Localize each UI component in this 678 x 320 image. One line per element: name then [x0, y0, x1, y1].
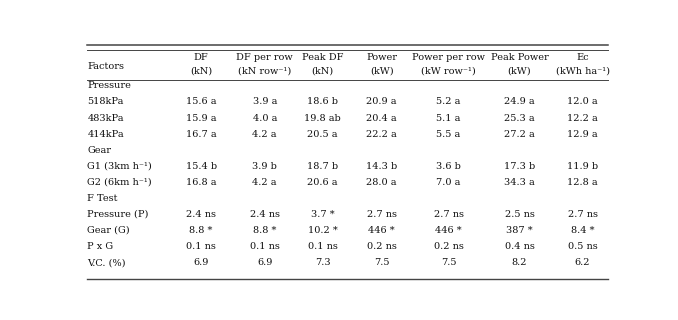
- Text: 19.8 ab: 19.8 ab: [304, 114, 341, 123]
- Text: 0.5 ns: 0.5 ns: [567, 242, 597, 251]
- Text: (kN row⁻¹): (kN row⁻¹): [238, 67, 292, 76]
- Text: Pressure (P): Pressure (P): [87, 210, 148, 219]
- Text: (kW): (kW): [508, 67, 532, 76]
- Text: 8.4 *: 8.4 *: [571, 226, 595, 235]
- Text: V.C. (%): V.C. (%): [87, 258, 126, 267]
- Text: 0.1 ns: 0.1 ns: [308, 242, 338, 251]
- Text: 2.4 ns: 2.4 ns: [250, 210, 280, 219]
- Text: Power per row: Power per row: [412, 52, 485, 61]
- Text: 446 *: 446 *: [368, 226, 395, 235]
- Text: 12.8 a: 12.8 a: [567, 178, 598, 187]
- Text: (kWh ha⁻¹): (kWh ha⁻¹): [555, 67, 610, 76]
- Text: 6.9: 6.9: [257, 258, 273, 267]
- Text: F Test: F Test: [87, 194, 118, 203]
- Text: 0.2 ns: 0.2 ns: [434, 242, 464, 251]
- Text: 20.4 a: 20.4 a: [366, 114, 397, 123]
- Text: 15.4 b: 15.4 b: [186, 162, 217, 171]
- Text: 22.2 a: 22.2 a: [366, 130, 397, 139]
- Text: 20.5 a: 20.5 a: [307, 130, 338, 139]
- Text: 387 *: 387 *: [506, 226, 533, 235]
- Text: 4.2 a: 4.2 a: [252, 178, 277, 187]
- Text: 28.0 a: 28.0 a: [366, 178, 397, 187]
- Text: (kW row⁻¹): (kW row⁻¹): [421, 67, 476, 76]
- Text: 7.5: 7.5: [374, 258, 389, 267]
- Text: 18.7 b: 18.7 b: [307, 162, 338, 171]
- Text: 2.7 ns: 2.7 ns: [367, 210, 397, 219]
- Text: 16.7 a: 16.7 a: [186, 130, 216, 139]
- Text: Power: Power: [366, 52, 397, 61]
- Text: 12.0 a: 12.0 a: [567, 98, 598, 107]
- Text: 2.7 ns: 2.7 ns: [434, 210, 464, 219]
- Text: Ec: Ec: [576, 52, 589, 61]
- Text: 0.1 ns: 0.1 ns: [250, 242, 279, 251]
- Text: Pressure: Pressure: [87, 81, 132, 91]
- Text: 4.0 a: 4.0 a: [252, 114, 277, 123]
- Text: 5.5 a: 5.5 a: [437, 130, 461, 139]
- Text: Peak DF: Peak DF: [302, 52, 343, 61]
- Text: 2.7 ns: 2.7 ns: [567, 210, 597, 219]
- Text: G2 (6km h⁻¹): G2 (6km h⁻¹): [87, 178, 152, 187]
- Text: 6.9: 6.9: [193, 258, 209, 267]
- Text: 5.2 a: 5.2 a: [437, 98, 461, 107]
- Text: (kW): (kW): [370, 67, 393, 76]
- Text: 8.8 *: 8.8 *: [189, 226, 213, 235]
- Text: 3.6 b: 3.6 b: [436, 162, 461, 171]
- Text: 12.9 a: 12.9 a: [567, 130, 598, 139]
- Text: 27.2 a: 27.2 a: [504, 130, 535, 139]
- Text: 7.5: 7.5: [441, 258, 456, 267]
- Text: 18.6 b: 18.6 b: [307, 98, 338, 107]
- Text: 3.9 a: 3.9 a: [252, 98, 277, 107]
- Text: 8.8 *: 8.8 *: [253, 226, 277, 235]
- Text: Factors: Factors: [87, 62, 124, 71]
- Text: 16.8 a: 16.8 a: [186, 178, 216, 187]
- Text: 414kPa: 414kPa: [87, 130, 124, 139]
- Text: 20.6 a: 20.6 a: [307, 178, 338, 187]
- Text: 3.7 *: 3.7 *: [311, 210, 334, 219]
- Text: 483kPa: 483kPa: [87, 114, 124, 123]
- Text: 5.1 a: 5.1 a: [437, 114, 461, 123]
- Text: 11.9 b: 11.9 b: [567, 162, 598, 171]
- Text: 14.3 b: 14.3 b: [366, 162, 397, 171]
- Text: 20.9 a: 20.9 a: [366, 98, 397, 107]
- Text: 34.3 a: 34.3 a: [504, 178, 535, 187]
- Text: Gear (G): Gear (G): [87, 226, 130, 235]
- Text: 24.9 a: 24.9 a: [504, 98, 535, 107]
- Text: 17.3 b: 17.3 b: [504, 162, 535, 171]
- Text: 12.2 a: 12.2 a: [567, 114, 598, 123]
- Text: P x G: P x G: [87, 242, 113, 251]
- Text: (kN): (kN): [311, 67, 334, 76]
- Text: 3.9 b: 3.9 b: [252, 162, 277, 171]
- Text: 8.2: 8.2: [512, 258, 527, 267]
- Text: Peak Power: Peak Power: [491, 52, 549, 61]
- Text: 6.2: 6.2: [575, 258, 591, 267]
- Text: DF per row: DF per row: [237, 52, 293, 61]
- Text: Gear: Gear: [87, 146, 111, 155]
- Text: 0.4 ns: 0.4 ns: [504, 242, 534, 251]
- Text: 518kPa: 518kPa: [87, 98, 124, 107]
- Text: 10.2 *: 10.2 *: [308, 226, 338, 235]
- Text: 2.5 ns: 2.5 ns: [504, 210, 534, 219]
- Text: (kN): (kN): [190, 67, 212, 76]
- Text: DF: DF: [194, 52, 209, 61]
- Text: 2.4 ns: 2.4 ns: [186, 210, 216, 219]
- Text: 0.2 ns: 0.2 ns: [367, 242, 397, 251]
- Text: 15.9 a: 15.9 a: [186, 114, 216, 123]
- Text: 25.3 a: 25.3 a: [504, 114, 535, 123]
- Text: 7.3: 7.3: [315, 258, 330, 267]
- Text: 7.0 a: 7.0 a: [437, 178, 461, 187]
- Text: 15.6 a: 15.6 a: [186, 98, 216, 107]
- Text: G1 (3km h⁻¹): G1 (3km h⁻¹): [87, 162, 152, 171]
- Text: 446 *: 446 *: [435, 226, 462, 235]
- Text: 4.2 a: 4.2 a: [252, 130, 277, 139]
- Text: 0.1 ns: 0.1 ns: [186, 242, 216, 251]
